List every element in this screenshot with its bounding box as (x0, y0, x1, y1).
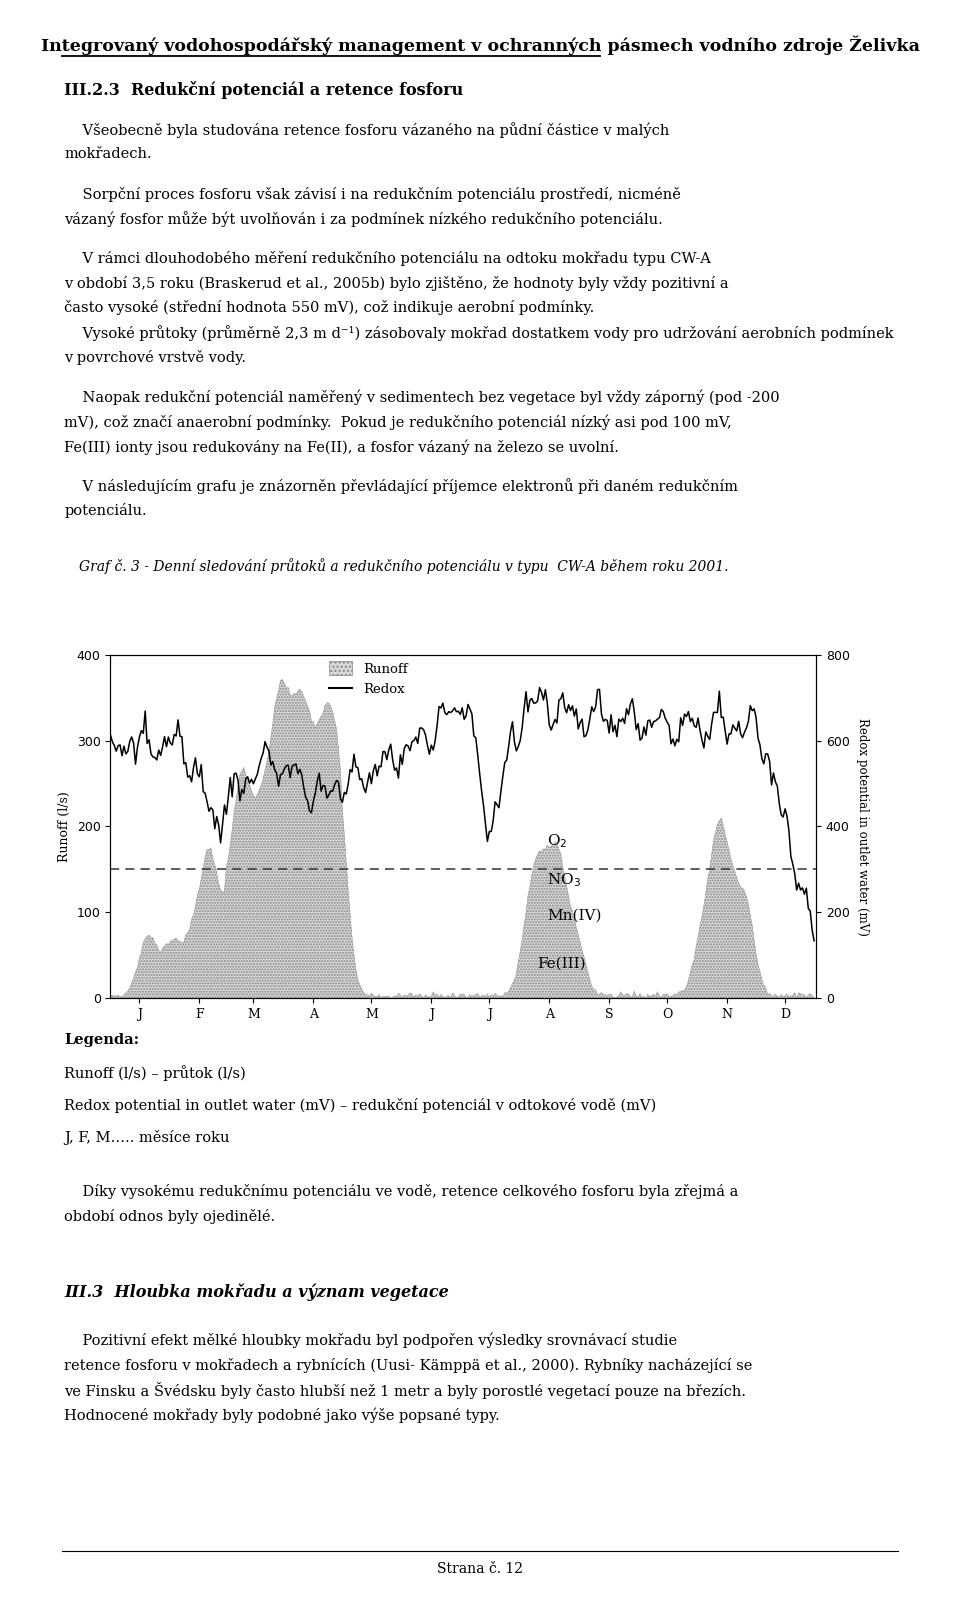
Y-axis label: Redox potential in outlet water (mV): Redox potential in outlet water (mV) (856, 717, 869, 936)
Legend: Runoff, Redox: Runoff, Redox (328, 661, 408, 696)
Text: retence fosforu v mokřadech a rybnících (Uusi- Kämppä et al., 2000). Rybníky nac: retence fosforu v mokřadech a rybnících … (64, 1357, 753, 1372)
Text: období odnos byly ojedinělé.: období odnos byly ojedinělé. (64, 1209, 276, 1223)
Text: Díky vysokému redukčnímu potenciálu ve vodě, retence celkového fosforu byla zřej: Díky vysokému redukčnímu potenciálu ve v… (64, 1185, 738, 1199)
Text: Mn(IV): Mn(IV) (547, 909, 602, 923)
Text: mV), což značí anaerobní podmínky.  Pokud je redukčního potenciál nízký asi pod : mV), což značí anaerobní podmínky. Pokud… (64, 414, 732, 430)
Text: III.3  Hloubka mokřadu a význam vegetace: III.3 Hloubka mokřadu a význam vegetace (64, 1284, 449, 1302)
Text: Vysoké průtoky (průměrně 2,3 m d⁻¹) zásobovaly mokřad dostatkem vody pro udržová: Vysoké průtoky (průměrně 2,3 m d⁻¹) záso… (64, 326, 894, 342)
Text: v období 3,5 roku (Braskerud et al., 2005b) bylo zjištěno, že hodnoty byly vždy : v období 3,5 roku (Braskerud et al., 200… (64, 276, 729, 291)
Text: Pozitivní efekt mělké hloubky mokřadu byl podpořen výsledky srovnávací studie: Pozitivní efekt mělké hloubky mokřadu by… (64, 1333, 678, 1348)
Text: Naopak redukční potenciál naměřený v sedimentech bez vegetace byl vždy záporný (: Naopak redukční potenciál naměřený v sed… (64, 390, 780, 406)
Text: Fe(III): Fe(III) (538, 957, 587, 971)
Text: vázaný fosfor může být uvolňován i za podmínek nízkého redukčního potenciálu.: vázaný fosfor může být uvolňován i za po… (64, 211, 663, 227)
Text: v povrchové vrstvě vody.: v povrchové vrstvě vody. (64, 350, 247, 364)
Text: V následujícím grafu je znázorněn převládající příjemce elektronů při daném redu: V následujícím grafu je znázorněn převlá… (64, 479, 738, 495)
Text: Redox potential in outlet water (mV) – redukční potenciál v odtokové vodě (mV): Redox potential in outlet water (mV) – r… (64, 1097, 657, 1113)
Text: ve Finsku a Švédsku byly často hlubší než 1 metr a byly porostlé vegetací pouze : ve Finsku a Švédsku byly často hlubší ne… (64, 1383, 746, 1399)
Y-axis label: Runoff (l/s): Runoff (l/s) (59, 791, 71, 862)
Text: Hodnocené mokřady byly podobné jako výše popsané typy.: Hodnocené mokřady byly podobné jako výše… (64, 1407, 500, 1423)
Text: Fe(III) ionty jsou redukovány na Fe(II), a fosfor vázaný na železo se uvolní.: Fe(III) ionty jsou redukovány na Fe(II),… (64, 439, 619, 455)
Text: J, F, M….. měsíce roku: J, F, M….. měsíce roku (64, 1129, 229, 1145)
Text: Všeobecně byla studována retence fosforu vázaného na půdní částice v malých: Všeobecně byla studována retence fosforu… (64, 123, 670, 137)
Text: III.2.3  Redukční potenciál a retence fosforu: III.2.3 Redukční potenciál a retence fos… (64, 81, 464, 99)
Text: Strana č. 12: Strana č. 12 (437, 1562, 523, 1576)
Text: V rámci dlouhodobého měření redukčního potenciálu na odtoku mokřadu typu CW-A: V rámci dlouhodobého měření redukčního p… (64, 251, 711, 265)
Text: Graf č. 3 - Denní sledování průtoků a redukčního potenciálu v typu  CW-A během r: Graf č. 3 - Denní sledování průtoků a re… (79, 557, 729, 573)
Text: potenciálu.: potenciálu. (64, 503, 147, 519)
Text: O$_2$: O$_2$ (547, 832, 567, 850)
Text: Legenda:: Legenda: (64, 1033, 139, 1048)
Text: NO$_3$: NO$_3$ (547, 870, 581, 888)
Text: Runoff (l/s) – průtok (l/s): Runoff (l/s) – průtok (l/s) (64, 1065, 246, 1081)
Text: často vysoké (střední hodnota 550 mV), což indikuje aerobní podmínky.: často vysoké (střední hodnota 550 mV), c… (64, 300, 594, 315)
Text: mokřadech.: mokřadech. (64, 147, 152, 161)
Text: Sorpční proces fosforu však závisí i na redukčním potenciálu prostředí, nicméně: Sorpční proces fosforu však závisí i na … (64, 187, 682, 201)
Text: Integrovaný vodohospodářský management v ochranných pásmech vodního zdroje Želiv: Integrovaný vodohospodářský management v… (40, 35, 920, 56)
